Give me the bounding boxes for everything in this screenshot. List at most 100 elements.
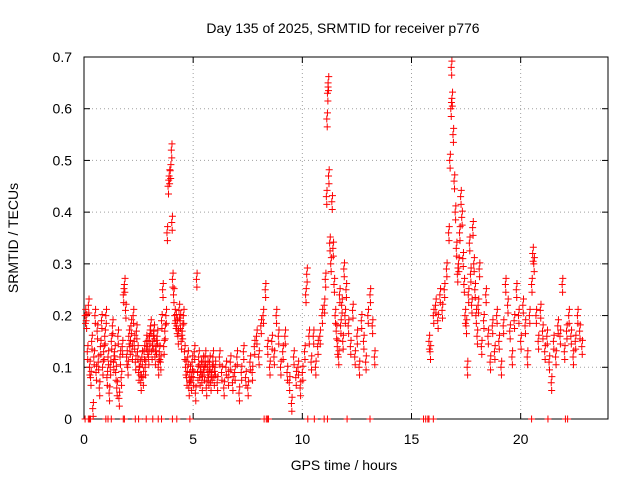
data-point: [448, 57, 456, 65]
data-point: [513, 293, 521, 301]
data-point: [461, 312, 469, 320]
data-point: [326, 233, 334, 241]
data-point: [98, 311, 106, 319]
data-point: [478, 336, 486, 344]
data-point: [244, 378, 252, 386]
data-point: [445, 223, 453, 231]
data-point: [239, 348, 247, 356]
data-point: [464, 357, 472, 365]
data-point: [113, 384, 121, 392]
data-point: [93, 362, 101, 370]
data-point: [115, 402, 123, 410]
data-point: [469, 224, 477, 232]
data-point: [508, 353, 516, 361]
data-point: [121, 288, 129, 296]
data-point: [468, 301, 476, 309]
data-point: [87, 415, 95, 423]
data-point: [302, 299, 310, 307]
data-point: [432, 295, 440, 303]
data-point: [362, 358, 370, 366]
data-point: [197, 357, 205, 365]
data-point: [578, 336, 586, 344]
data-point: [574, 305, 582, 313]
data-point: [185, 392, 193, 400]
data-point: [81, 312, 89, 320]
data-point: [454, 278, 462, 286]
data-point: [576, 327, 584, 335]
data-point: [286, 387, 294, 395]
data-point: [371, 347, 379, 355]
data-point: [135, 415, 143, 423]
data-point: [517, 331, 525, 339]
data-point: [251, 336, 259, 344]
data-point: [233, 353, 241, 361]
data-point: [109, 316, 117, 324]
data-point: [467, 278, 475, 286]
data-point: [554, 316, 562, 324]
data-point: [477, 343, 485, 351]
y-tick-label: 0.5: [53, 152, 73, 168]
data-point: [334, 353, 342, 361]
data-point: [493, 312, 501, 320]
data-point: [470, 254, 478, 262]
data-point: [340, 259, 348, 267]
data-point: [493, 305, 501, 313]
data-point: [331, 274, 339, 282]
data-point: [370, 353, 378, 361]
data-point: [155, 348, 163, 356]
data-point: [108, 322, 116, 330]
data-point: [462, 322, 470, 330]
data-point: [451, 185, 459, 193]
data-point: [514, 312, 522, 320]
data-point: [171, 305, 179, 313]
data-point: [535, 345, 543, 353]
data-point: [576, 321, 584, 329]
data-point: [235, 389, 243, 397]
data-point: [367, 285, 375, 293]
data-point: [237, 368, 245, 376]
data-point: [356, 357, 364, 365]
data-point: [101, 340, 109, 348]
data-point: [187, 362, 195, 370]
data-point: [364, 319, 372, 327]
data-point: [218, 362, 226, 370]
data-point: [133, 348, 141, 356]
data-point: [118, 381, 126, 389]
data-point: [459, 255, 467, 263]
data-point: [120, 281, 128, 289]
data-point: [436, 291, 444, 299]
data-point: [329, 252, 337, 260]
data-point: [117, 347, 125, 355]
data-point: [95, 384, 103, 392]
data-point: [209, 347, 217, 355]
data-point: [100, 342, 108, 350]
data-point: [200, 368, 208, 376]
data-point: [511, 325, 519, 332]
data-point: [323, 186, 331, 194]
data-point: [303, 278, 311, 286]
data-point: [120, 415, 128, 423]
data-point: [440, 286, 448, 294]
data-point: [279, 348, 287, 356]
data-point: [448, 94, 456, 102]
data-point: [83, 325, 91, 332]
data-point: [455, 254, 463, 262]
data-point: [475, 309, 483, 317]
data-point: [537, 314, 545, 322]
data-point: [299, 362, 307, 370]
data-point: [193, 283, 201, 291]
data-point: [578, 343, 586, 351]
data-point: [517, 337, 525, 345]
data-point: [142, 415, 150, 423]
data-point: [345, 330, 353, 338]
data-point: [458, 221, 466, 229]
data-point: [184, 353, 192, 361]
data-point: [532, 319, 540, 327]
data-point: [323, 415, 331, 423]
data-point: [264, 350, 272, 358]
data-point: [107, 415, 115, 423]
data-point: [251, 350, 259, 358]
data-point: [184, 347, 192, 355]
data-point: [244, 384, 252, 392]
data-point: [115, 394, 123, 402]
